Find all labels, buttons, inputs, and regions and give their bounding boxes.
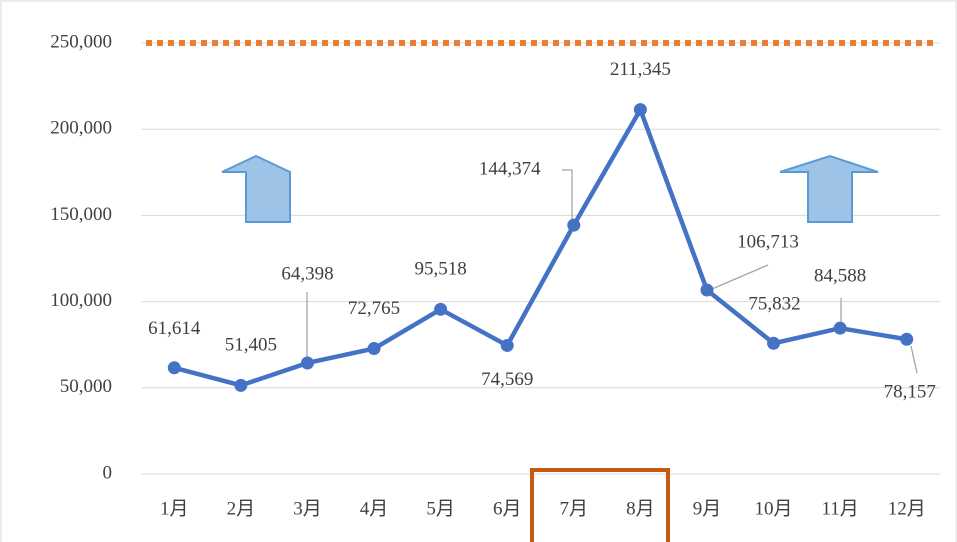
data-point	[500, 338, 514, 352]
x-tick-label: 11月	[821, 498, 858, 519]
data-point	[633, 103, 647, 117]
data-point	[234, 378, 248, 392]
series-line	[173, 107, 908, 388]
data-label: 78,157	[884, 382, 936, 403]
x-tick-label: 5月	[426, 498, 455, 519]
data-label: 144,374	[479, 158, 541, 179]
leader-line	[711, 264, 769, 290]
up-arrow	[221, 154, 291, 223]
data-label: 106,713	[737, 231, 799, 252]
data-label: 75,832	[748, 294, 800, 315]
x-tick-label: 2月	[227, 498, 256, 519]
data-label: 84,588	[814, 266, 866, 287]
data-point	[567, 218, 581, 232]
x-tick-label: 3月	[293, 498, 322, 519]
x-tick-label: 1月	[160, 498, 189, 519]
data-point	[300, 356, 314, 370]
leader-line	[910, 345, 918, 374]
x-tick-label: 12月	[888, 498, 926, 519]
y-tick-label: 150,000	[50, 204, 112, 225]
data-label: 72,765	[348, 298, 400, 319]
leader-line	[562, 169, 573, 219]
up-arrow	[779, 154, 879, 223]
x-tick-label: 7月	[560, 498, 589, 519]
data-point	[833, 321, 847, 335]
data-label: 95,518	[415, 259, 467, 280]
data-point	[700, 283, 714, 297]
plot: 61,614 51,405 64,398 72,765 95,518 74,569 144,…	[146, 40, 938, 403]
x-tick-label: 9月	[693, 498, 722, 519]
x-tick-label: 8月	[626, 498, 655, 519]
data-point	[167, 361, 181, 375]
y-tick-label: 250,000	[50, 31, 112, 52]
y-tick-label: 100,000	[50, 290, 112, 311]
data-label: 211,345	[610, 59, 671, 80]
x-tick-label: 6月	[493, 498, 522, 519]
leader-lines	[306, 169, 918, 374]
data-label: 64,398	[281, 263, 333, 284]
data-point	[434, 302, 448, 316]
grid: 0 50,000 100,000 150,000 200,000 250,000 1月 2月 3…	[50, 31, 940, 519]
data-point	[367, 342, 381, 356]
data-label: 51,405	[225, 335, 277, 356]
data-label: 61,614	[148, 318, 201, 339]
y-tick-label: 200,000	[50, 118, 112, 139]
highlight-box	[530, 468, 670, 542]
data-point	[900, 332, 914, 346]
x-tick-label: 4月	[360, 498, 389, 519]
data-label: 74,569	[481, 369, 533, 390]
y-tick-label: 50,000	[60, 376, 112, 397]
y-tick-label: 0	[103, 462, 113, 483]
data-point	[767, 336, 781, 350]
x-tick-label: 10月	[755, 498, 793, 519]
